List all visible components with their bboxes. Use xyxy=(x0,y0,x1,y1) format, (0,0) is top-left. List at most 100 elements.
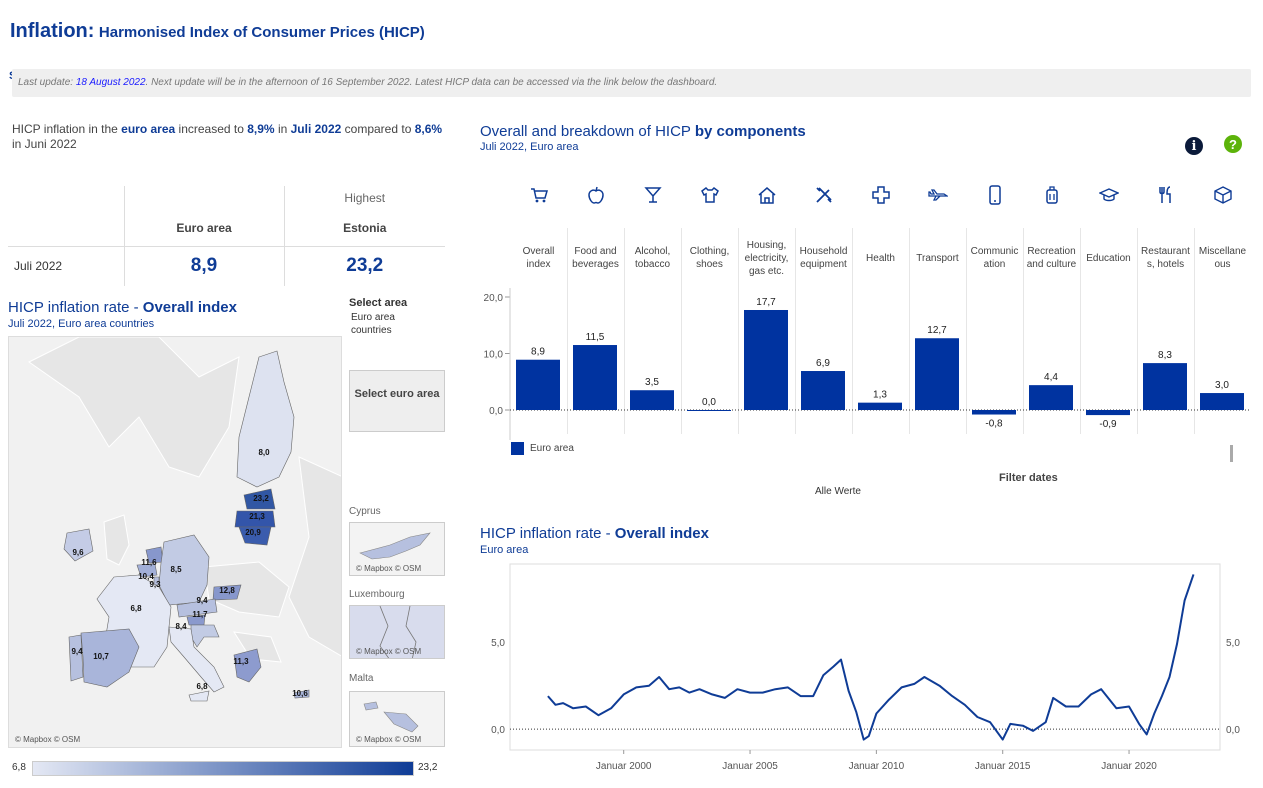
color-scale-legend xyxy=(32,761,414,776)
intro-month: Juli 2022 xyxy=(290,122,342,136)
kpi-row-label: Juli 2022 xyxy=(8,246,125,286)
map-region-spain[interactable] xyxy=(80,628,140,688)
intro-prev-rate: 8,6% xyxy=(414,122,443,136)
map-region-germany[interactable] xyxy=(158,534,210,606)
info-icon[interactable]: i xyxy=(1185,137,1203,155)
category-label: Communic ation xyxy=(970,246,1019,270)
category-label: Alcohol, tobacco xyxy=(634,246,671,270)
map-region-sicily[interactable] xyxy=(188,690,210,702)
help-icon[interactable]: ? xyxy=(1224,135,1242,153)
bar[interactable] xyxy=(858,402,902,410)
category-label: Household equipment xyxy=(799,246,848,270)
components-subtitle: Juli 2022, Euro area xyxy=(480,141,579,153)
map-region-portugal[interactable] xyxy=(68,634,84,682)
inset-map-malta[interactable]: © Mapbox © OSM xyxy=(349,691,445,747)
bar[interactable] xyxy=(1029,385,1073,410)
map-land-uk xyxy=(103,514,130,566)
line-y-tick-label: 5,0 xyxy=(491,638,505,649)
column-divider xyxy=(1194,228,1195,434)
map-subtitle: Juli 2022, Euro area countries xyxy=(8,318,155,330)
bar-value-label: 1,3 xyxy=(873,390,887,401)
map-region-belgium[interactable] xyxy=(136,563,158,578)
cutlery-icon[interactable] xyxy=(1146,182,1186,208)
map-region-italy[interactable] xyxy=(168,626,225,693)
bar-y-tick-label: 10,0 xyxy=(484,350,504,361)
map-region-ireland[interactable] xyxy=(63,528,94,562)
line-x-tick-label: Januar 2020 xyxy=(1101,761,1157,772)
select-area-dropdown[interactable]: Euro area countries xyxy=(351,312,395,336)
inset-malta-svg xyxy=(363,701,419,733)
map-region-austria[interactable] xyxy=(176,598,218,618)
bar[interactable] xyxy=(972,410,1016,415)
box-icon[interactable] xyxy=(1203,182,1243,208)
bar[interactable] xyxy=(516,359,560,410)
map-region-cyprus[interactable] xyxy=(293,689,310,699)
bar[interactable] xyxy=(630,390,674,410)
tools-icon[interactable] xyxy=(804,182,844,208)
europe-map[interactable]: 8,0 23,2 21,3 20,9 9,6 11,6 10,4 9,3 8,5 12,8 9,4 1… xyxy=(8,336,342,748)
graduation-cap-icon[interactable] xyxy=(1089,182,1129,208)
cart-icon[interactable] xyxy=(519,182,559,208)
shirt-icon[interactable] xyxy=(690,182,730,208)
select-euro-area-button[interactable]: Select euro area xyxy=(349,370,445,432)
map-value-label: 8,5 xyxy=(170,565,182,574)
map-region-finland[interactable] xyxy=(236,350,295,488)
kpi-highest-label: Highest xyxy=(344,191,386,205)
bar[interactable] xyxy=(687,410,731,411)
inset-map-cyprus[interactable]: © Mapbox © OSM xyxy=(349,522,445,576)
bar-value-label: -0,9 xyxy=(1099,419,1117,430)
map-title: HICP inflation rate - Overall index xyxy=(8,299,237,316)
suitcase-icon[interactable] xyxy=(1032,182,1072,208)
map-region-slovakia[interactable] xyxy=(212,584,242,601)
map-value-label: 21,3 xyxy=(249,512,265,521)
kpi-value-highest: 23,2 xyxy=(346,255,384,277)
bar[interactable] xyxy=(801,371,845,410)
map-value-label: 8,0 xyxy=(258,448,270,457)
hicp-line-chart[interactable]: 0,0 0,0 5,0 5,0 Januar 2000 Januar 2005 Januar… xyxy=(470,560,1260,780)
column-divider xyxy=(909,228,910,434)
column-divider xyxy=(966,228,967,434)
map-region-greece[interactable] xyxy=(233,648,262,683)
map-value-label: 6,8 xyxy=(196,682,208,691)
apple-icon[interactable] xyxy=(576,182,616,208)
bar[interactable] xyxy=(1200,393,1244,410)
bar[interactable] xyxy=(915,338,959,410)
bar-value-label: -0,8 xyxy=(985,419,1003,430)
kpi-empty xyxy=(124,186,285,210)
bar-value-label: 4,4 xyxy=(1044,372,1058,383)
kpi-empty xyxy=(8,186,125,210)
intro-part: in xyxy=(274,122,291,136)
airplane-icon[interactable] xyxy=(918,182,958,208)
map-region-croatia[interactable] xyxy=(190,624,220,648)
map-region-latvia[interactable] xyxy=(234,510,276,528)
bar[interactable] xyxy=(573,345,617,410)
map-region-estonia[interactable] xyxy=(243,488,276,510)
inset-map-luxembourg[interactable]: © Mapbox © OSM xyxy=(349,605,445,659)
column-divider xyxy=(681,228,682,434)
phone-icon[interactable] xyxy=(975,182,1015,208)
line-x-tick-label: Januar 2000 xyxy=(596,761,652,772)
inset-cyprus-shape xyxy=(359,532,431,560)
legend-label-euro-area: Euro area xyxy=(530,443,574,454)
column-divider xyxy=(1137,228,1138,434)
map-region-lithuania[interactable] xyxy=(238,526,272,546)
bar[interactable] xyxy=(744,309,788,410)
line-title: HICP inflation rate - Overall index xyxy=(480,525,709,542)
health-cross-icon[interactable] xyxy=(861,182,901,208)
legend-max: 23,2 xyxy=(418,762,438,773)
category-label: Recreation and culture xyxy=(1026,246,1077,270)
cocktail-icon[interactable] xyxy=(633,182,673,208)
map-value-label: 8,4 xyxy=(175,622,187,631)
house-icon[interactable] xyxy=(747,182,787,208)
components-title-part: Overall and breakdown of HICP xyxy=(480,123,695,140)
filter-dates-value[interactable]: Alle Werte xyxy=(815,486,861,497)
line-x-tick-label: Januar 2010 xyxy=(849,761,905,772)
series-line-euro-area[interactable] xyxy=(547,574,1195,741)
inset-malta-shape xyxy=(363,701,419,733)
update-prefix: Last update: xyxy=(18,77,76,88)
bar[interactable] xyxy=(1143,363,1187,410)
bar[interactable] xyxy=(1086,410,1130,416)
scrollbar-handle[interactable] xyxy=(1230,445,1233,462)
map-value-label: 11,6 xyxy=(141,558,157,567)
bar-value-label: 3,0 xyxy=(1215,380,1229,391)
